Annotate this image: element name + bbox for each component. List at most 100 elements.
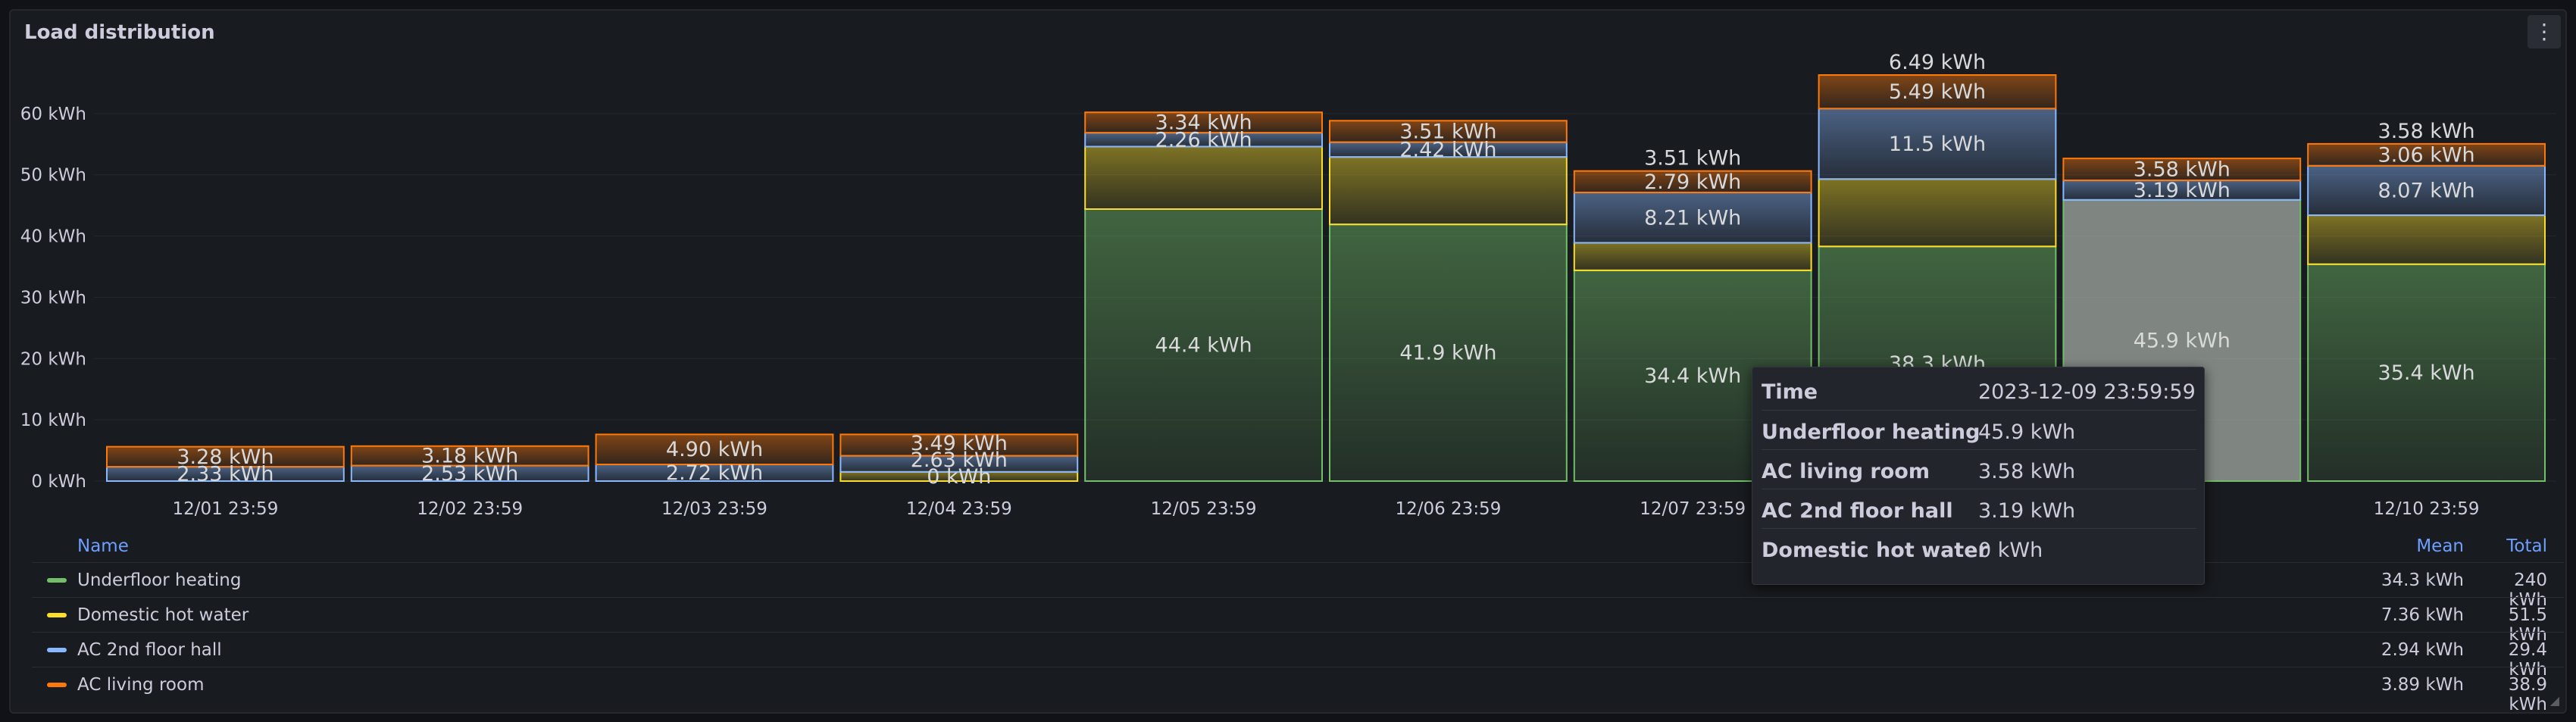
y-tick-label: 20 kWh xyxy=(20,349,86,369)
bar-segment xyxy=(1084,111,1323,134)
data-label: 3.06 kWh xyxy=(2378,143,2475,167)
data-label-total: 6.49 kWh xyxy=(1889,51,1986,74)
legend-mean: 34.3 kWh xyxy=(2381,570,2464,590)
legend-swatch xyxy=(47,683,67,687)
bar-segment xyxy=(1329,156,1568,226)
data-label: 2.26 kWh xyxy=(1155,128,1252,152)
x-tick-label: 12/10 23:59 xyxy=(2374,499,2480,519)
legend-mean-header[interactable]: Mean xyxy=(2416,536,2464,556)
legend-name-header[interactable]: Name xyxy=(77,536,129,556)
bar-segment xyxy=(1573,192,1812,244)
data-label: 44.4 kWh xyxy=(1155,333,1252,357)
data-label: 2.33 kWh xyxy=(177,463,274,486)
x-tick-label: 12/07 23:59 xyxy=(1640,499,1746,519)
data-label: 4.90 kWh xyxy=(666,438,763,461)
data-label: 35.4 kWh xyxy=(2378,361,2475,385)
data-label: 2.53 kWh xyxy=(421,462,518,486)
data-label: 5.49 kWh xyxy=(1889,80,1986,104)
kebab-menu-icon[interactable]: ⋮ xyxy=(2528,15,2561,48)
data-label: 0 kWh xyxy=(927,465,991,489)
bar-segment xyxy=(1818,178,2057,248)
tooltip-label: Underfloor heating xyxy=(1762,420,1980,444)
x-tick-label: 12/05 23:59 xyxy=(1151,499,1257,519)
data-label: 8.21 kWh xyxy=(1644,206,1741,230)
legend-mean: 3.89 kWh xyxy=(2381,675,2464,695)
data-label: 3.19 kWh xyxy=(2134,179,2231,202)
tooltip-value: 0 kWh xyxy=(1978,539,2043,562)
chart-tooltip: Time 2023-12-09 23:59:59 Underfloor heat… xyxy=(1752,367,2205,585)
bar-segment xyxy=(2307,263,2546,482)
legend-mean: 2.94 kWh xyxy=(2381,640,2464,660)
tooltip-value: 3.19 kWh xyxy=(1978,499,2076,523)
bar-segment xyxy=(1329,120,1568,143)
bar-segment xyxy=(2307,214,2546,265)
x-tick-label: 12/03 23:59 xyxy=(661,499,767,519)
resize-handle-icon[interactable]: ◢ xyxy=(2549,693,2559,708)
legend-label: AC living room xyxy=(77,675,205,695)
x-tick-label: 12/06 23:59 xyxy=(1395,499,1501,519)
legend-item-ac-2nd-floor-hall[interactable]: AC 2nd floor hall 2.94 kWh 29.4 kWh xyxy=(32,632,2564,680)
legend-swatch xyxy=(47,613,67,617)
tooltip-label: Time xyxy=(1762,380,1818,404)
legend-swatch xyxy=(47,578,67,583)
legend-total: 38.9 kWh xyxy=(2508,675,2547,714)
y-tick-label: 30 kWh xyxy=(20,288,86,308)
bar-segment xyxy=(1818,73,2057,110)
data-label: 3.28 kWh xyxy=(177,445,274,469)
data-label-total: 3.58 kWh xyxy=(2378,120,2475,143)
bar-segment xyxy=(595,433,834,466)
data-label: 2.72 kWh xyxy=(666,461,763,485)
legend-label: AC 2nd floor hall xyxy=(77,640,222,660)
legend-label: Underfloor heating xyxy=(77,570,242,590)
data-label: 2.79 kWh xyxy=(1644,170,1741,194)
tooltip-row: Domestic hot water 0 kWh xyxy=(1762,528,2196,567)
legend-item-underfloor-heating[interactable]: Underfloor heating 34.3 kWh 240 kWh xyxy=(32,562,2564,610)
tooltip-label: AC 2nd floor hall xyxy=(1762,499,1953,523)
bar-segment xyxy=(1329,223,1568,482)
data-label: 3.34 kWh xyxy=(1155,111,1252,135)
data-label: 3.18 kWh xyxy=(421,445,518,468)
x-tick-label: 12/02 23:59 xyxy=(417,499,523,519)
legend-item-domestic-hot-water[interactable]: Domestic hot water 7.36 kWh 51.5 kWh xyxy=(32,597,2564,645)
bar-segment xyxy=(1573,170,1812,194)
bar-segment xyxy=(1818,108,2057,180)
data-label: 3.58 kWh xyxy=(2134,158,2231,182)
legend-label: Domestic hot water xyxy=(77,605,249,625)
legend-header: Name Mean Total xyxy=(32,529,2564,562)
bar-segment xyxy=(2307,142,2546,167)
tooltip-label: AC living room xyxy=(1762,460,1930,483)
tooltip-label: Domestic hot water xyxy=(1762,539,1988,562)
tooltip-row-time: Time 2023-12-09 23:59:59 xyxy=(1762,370,2196,410)
data-label: 3.51 kWh xyxy=(1399,120,1496,144)
data-label: 2.63 kWh xyxy=(911,449,1008,472)
legend-swatch xyxy=(47,648,67,652)
data-label-total: 3.51 kWh xyxy=(1644,147,1741,170)
legend-mean: 7.36 kWh xyxy=(2381,605,2464,625)
y-tick-label: 40 kWh xyxy=(20,227,86,247)
x-tick-label: 12/01 23:59 xyxy=(172,499,278,519)
bar-segment xyxy=(839,433,1079,457)
tooltip-row: AC living room 3.58 kWh xyxy=(1762,449,2196,489)
y-tick-label: 50 kWh xyxy=(20,166,86,186)
bar-segment xyxy=(2307,164,2546,217)
tooltip-row: AC 2nd floor hall 3.19 kWh xyxy=(1762,489,2196,528)
tooltip-value: 45.9 kWh xyxy=(1978,420,2076,444)
panel-title: Load distribution xyxy=(24,21,215,44)
tooltip-row: Underfloor heating 45.9 kWh xyxy=(1762,410,2196,449)
data-label: 45.9 kWh xyxy=(2134,329,2231,352)
bar-segment xyxy=(1573,242,1812,271)
y-tick-label: 10 kWh xyxy=(20,411,86,430)
data-label: 2.42 kWh xyxy=(1399,138,1496,161)
legend-total-header[interactable]: Total xyxy=(2506,536,2547,556)
y-tick-label: 0 kWh xyxy=(31,472,86,492)
legend-item-ac-living-room[interactable]: AC living room 3.89 kWh 38.9 kWh xyxy=(32,667,2564,714)
data-label: 3.49 kWh xyxy=(911,432,1008,455)
bar-segment xyxy=(1084,145,1323,210)
data-label: 34.4 kWh xyxy=(1644,364,1741,388)
bar-segment xyxy=(1084,208,1323,482)
data-label: 8.07 kWh xyxy=(2378,179,2475,202)
data-label: 41.9 kWh xyxy=(1399,342,1496,365)
legend-total: 240 kWh xyxy=(2509,570,2547,610)
tooltip-value: 2023-12-09 23:59:59 xyxy=(1978,380,2196,404)
legend-total: 51.5 kWh xyxy=(2508,605,2547,645)
